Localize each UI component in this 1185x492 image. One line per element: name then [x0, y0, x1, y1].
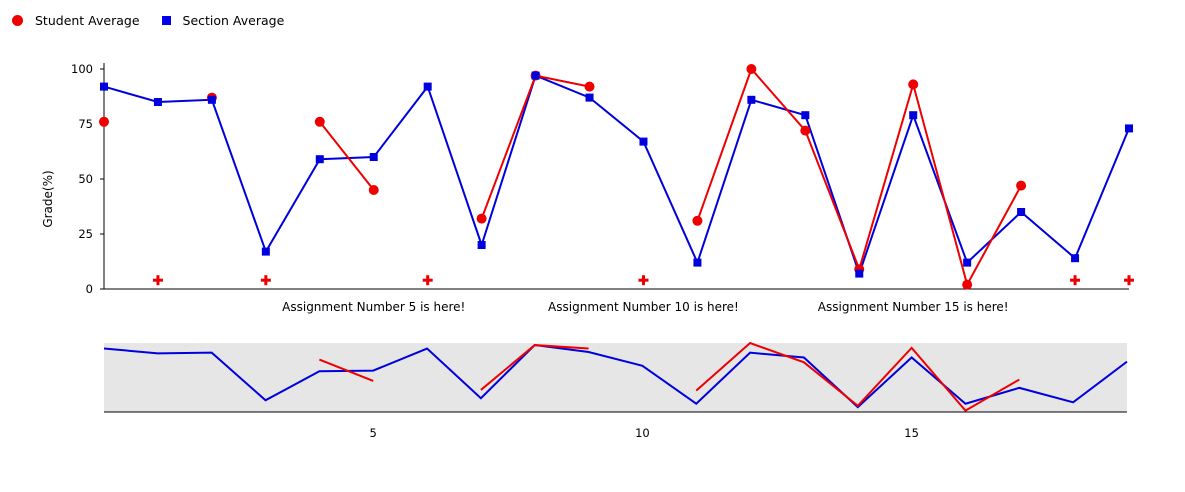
plus-marker-v — [1073, 275, 1077, 286]
y-tick-label: 75 — [78, 117, 93, 131]
section-average-point[interactable] — [1125, 124, 1133, 133]
annotation-label: Assignment Number 15 is here! — [818, 300, 1009, 314]
overview-x-tick-label: 10 — [635, 426, 650, 440]
overview-x-tick-label: 15 — [904, 426, 919, 440]
y-tick-label: 0 — [86, 282, 93, 296]
section-average-point[interactable] — [423, 82, 432, 91]
student-average-point[interactable] — [962, 279, 973, 290]
student-average-point[interactable] — [746, 64, 757, 74]
overview-student-average-line — [695, 341, 1020, 412]
overview-student-average-line — [480, 344, 589, 391]
section-average-point[interactable] — [369, 153, 378, 161]
student-average-point[interactable] — [1016, 180, 1027, 191]
legend-item-student-average[interactable]: Student Average — [12, 13, 140, 28]
section-average-point[interactable] — [531, 71, 540, 80]
section-average-point[interactable] — [477, 241, 486, 249]
section-average-point[interactable] — [747, 95, 756, 104]
student-average-point[interactable] — [584, 81, 595, 92]
main-plot: 0 25 50 75 100 Grade(%) Assignment Number 5 is… — [41, 62, 1134, 314]
student-average-point[interactable] — [692, 215, 703, 226]
section-average-point[interactable] — [207, 95, 216, 104]
student-average-point[interactable] — [800, 125, 811, 136]
section-average-point[interactable] — [801, 111, 810, 120]
legend-swatch-section-average — [161, 15, 171, 25]
section-average-point[interactable] — [639, 137, 648, 146]
section-average-point[interactable] — [315, 155, 324, 164]
y-axis-label: Grade(%) — [41, 170, 55, 227]
section-average-point[interactable] — [1017, 208, 1026, 216]
plus-marker-v — [641, 275, 645, 286]
plus-marker-v — [264, 275, 268, 286]
legend-swatch-student-average — [12, 14, 23, 26]
plus-marker[interactable] — [638, 275, 649, 286]
annotation-label: Assignment Number 10 is here! — [548, 300, 739, 314]
plus-marker-v — [156, 275, 160, 286]
plus-marker[interactable] — [1070, 275, 1081, 286]
section-average-point[interactable] — [585, 93, 594, 102]
section-average-point[interactable] — [100, 82, 108, 91]
y-tick-label: 100 — [71, 62, 93, 76]
annotation-label: Assignment Number 5 is here! — [282, 300, 465, 314]
overview-plot[interactable]: 5 10 15 — [103, 341, 1128, 440]
plus-marker[interactable] — [1124, 275, 1134, 286]
section-average-point[interactable] — [1071, 254, 1080, 263]
student-average-point[interactable] — [314, 116, 325, 127]
y-tick-label: 25 — [78, 227, 93, 241]
overview-section-average-line — [103, 344, 1128, 409]
student-average-point[interactable] — [368, 185, 379, 195]
section-average-line — [103, 74, 1130, 277]
legend-label-student-average: Student Average — [35, 12, 140, 28]
legend-label-section-average: Section Average — [182, 12, 285, 28]
plus-marker-v — [1127, 275, 1131, 286]
section-average-point[interactable] — [693, 258, 702, 267]
plus-marker[interactable] — [260, 275, 271, 286]
overview-student-average-line — [318, 358, 374, 382]
student-average-point[interactable] — [908, 79, 919, 90]
plus-marker[interactable] — [152, 275, 163, 286]
legend: Student Average Section Average — [12, 10, 306, 30]
section-average-point[interactable] — [909, 111, 918, 120]
y-tick-label: 50 — [78, 172, 93, 186]
section-average-point[interactable] — [153, 98, 162, 106]
section-average-point[interactable] — [855, 269, 864, 278]
section-average-point[interactable] — [261, 247, 270, 256]
plus-marker[interactable] — [422, 275, 433, 286]
student-average-point[interactable] — [99, 116, 109, 127]
section-average-point[interactable] — [963, 258, 972, 267]
student-average-line — [696, 67, 1022, 288]
student-average-point[interactable] — [476, 213, 487, 224]
legend-item-section-average[interactable]: Section Average — [161, 12, 285, 28]
overview-x-tick-label: 5 — [370, 426, 377, 440]
student-average-line — [319, 121, 375, 191]
plus-marker-v — [426, 275, 430, 286]
